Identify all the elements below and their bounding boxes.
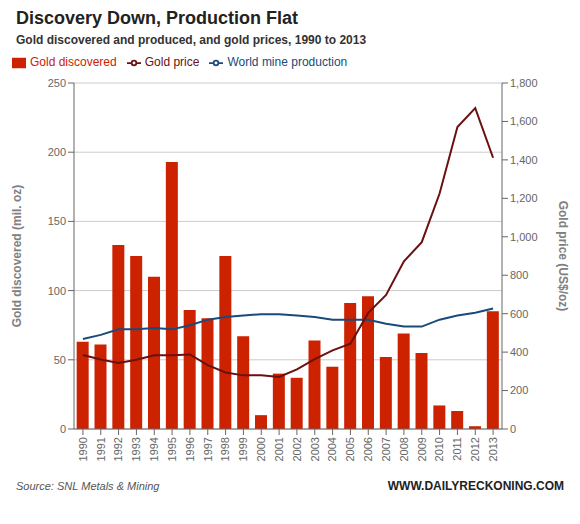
svg-text:250: 250 bbox=[48, 77, 66, 89]
html-text:World mine production: World mine production bbox=[227, 55, 348, 69]
html-text:Gold price: Gold price bbox=[144, 55, 200, 69]
svg-text:2006: 2006 bbox=[362, 437, 374, 461]
svg-text:2002: 2002 bbox=[291, 437, 303, 461]
html-text:Gold discovered and produced,: Gold discovered and produced, and gold p… bbox=[16, 33, 367, 47]
svg-text:1995: 1995 bbox=[166, 437, 178, 461]
svg-text:2011: 2011 bbox=[451, 437, 463, 461]
svg-text:2009: 2009 bbox=[416, 437, 428, 461]
svg-text:1998: 1998 bbox=[219, 437, 231, 461]
svg-text:1,800: 1,800 bbox=[510, 77, 538, 89]
svg-text:2004: 2004 bbox=[326, 437, 338, 461]
html-text:Gold discovered: Gold discovered bbox=[30, 55, 117, 69]
html-text:WWW.DAILYRECKONING.COM: WWW.DAILYRECKONING.COM bbox=[387, 479, 564, 493]
svg-text:2008: 2008 bbox=[398, 437, 410, 461]
svg-text:150: 150 bbox=[48, 215, 66, 227]
svg-text:1,600: 1,600 bbox=[510, 115, 538, 127]
svg-text:1996: 1996 bbox=[184, 437, 196, 461]
svg-text:2012: 2012 bbox=[469, 437, 481, 461]
svg-text:200: 200 bbox=[48, 146, 66, 158]
svg-text:1993: 1993 bbox=[130, 437, 142, 461]
svg-text:100: 100 bbox=[48, 285, 66, 297]
svg-text:400: 400 bbox=[510, 346, 528, 358]
svg-text:2005: 2005 bbox=[344, 437, 356, 461]
html-text:Discovery Down, Production Fla: Discovery Down, Production Flat bbox=[16, 8, 298, 28]
svg-text:50: 50 bbox=[54, 354, 66, 366]
svg-text:0: 0 bbox=[60, 423, 66, 435]
svg-text:Gold price (US$/oz): Gold price (US$/oz) bbox=[556, 201, 570, 312]
svg-text:600: 600 bbox=[510, 308, 528, 320]
svg-text:1991: 1991 bbox=[95, 437, 107, 461]
svg-text:1,400: 1,400 bbox=[510, 154, 538, 166]
html-text:Source: SNL Metals & Mining: Source: SNL Metals & Mining bbox=[16, 480, 160, 492]
svg-text:200: 200 bbox=[510, 384, 528, 396]
svg-text:2007: 2007 bbox=[380, 437, 392, 461]
svg-text:1994: 1994 bbox=[148, 437, 160, 461]
svg-text:1,000: 1,000 bbox=[510, 231, 538, 243]
svg-text:Gold discovered (mil. oz): Gold discovered (mil. oz) bbox=[10, 185, 24, 328]
svg-text:800: 800 bbox=[510, 269, 528, 281]
svg-text:1990: 1990 bbox=[77, 437, 89, 461]
svg-text:1992: 1992 bbox=[112, 437, 124, 461]
svg-text:1,200: 1,200 bbox=[510, 192, 538, 204]
svg-text:2003: 2003 bbox=[309, 437, 321, 461]
svg-text:1999: 1999 bbox=[237, 437, 249, 461]
svg-text:0: 0 bbox=[510, 423, 516, 435]
svg-text:2013: 2013 bbox=[487, 437, 499, 461]
svg-text:1997: 1997 bbox=[202, 437, 214, 461]
svg-text:2000: 2000 bbox=[255, 437, 267, 461]
svg-text:2010: 2010 bbox=[433, 437, 445, 461]
svg-text:2001: 2001 bbox=[273, 437, 285, 461]
